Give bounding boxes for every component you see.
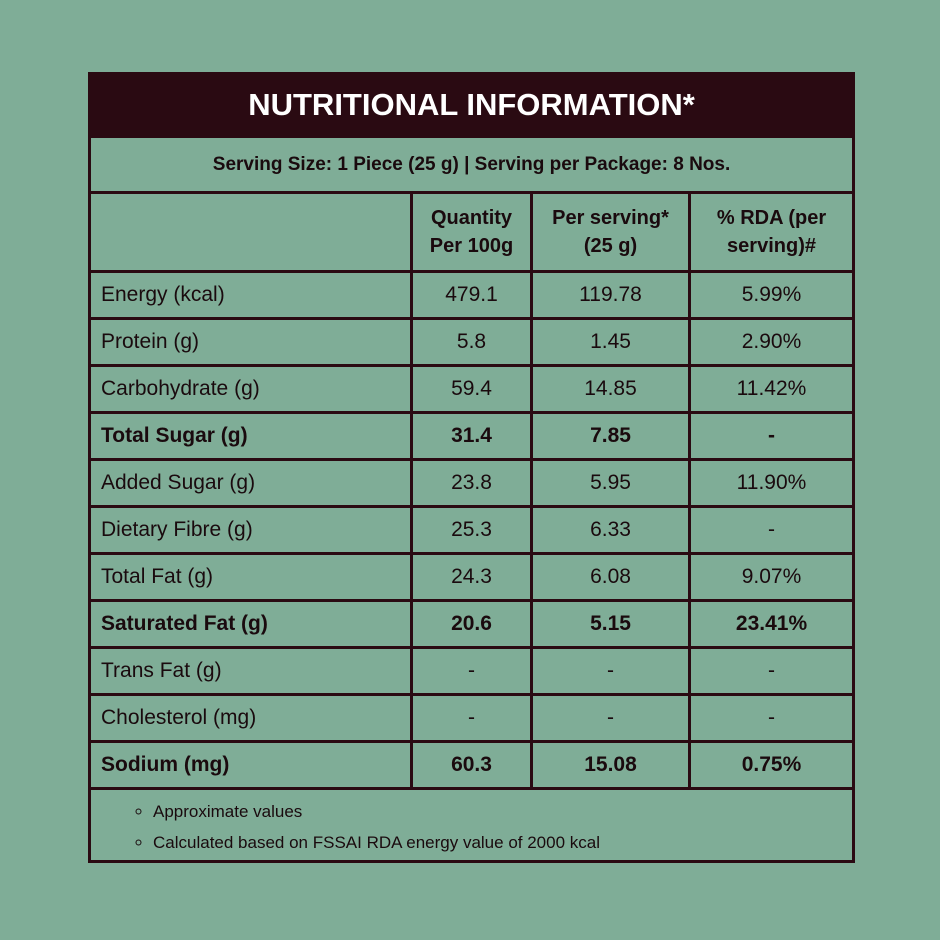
nutrient-name: Carbohydrate (g): [88, 364, 413, 414]
table-row: Dietary Fibre (g) 25.3 6.33-: [88, 505, 856, 555]
nutrient-name: Dietary Fibre (g): [88, 505, 413, 555]
title: NUTRITIONAL INFORMATION*: [87, 72, 856, 138]
table-row: Added Sugar (g) 23.8 5.95 11.90%: [88, 458, 856, 508]
cell-value: 5.15: [530, 599, 691, 649]
table-row: Sodium (mg) 60.3 15.08 0.75%: [88, 740, 856, 790]
cell-value: 5.8: [410, 317, 533, 367]
nutrient-name: Saturated Fat (g): [88, 599, 413, 649]
table-row: Trans Fat (g) - - -: [88, 646, 856, 696]
nutrient-name: Cholesterol (mg): [88, 693, 413, 743]
nutrient-name: Trans Fat (g): [88, 646, 413, 696]
cell-value: -: [687, 646, 856, 696]
cell-value: 479.1: [410, 270, 533, 320]
cell-value: -: [530, 693, 691, 743]
table-row: Total Sugar (g) 31.4 7.85-: [88, 411, 856, 461]
cell-value: 60.3: [410, 740, 533, 790]
serving-info: Serving Size: 1 Piece (25 g) | Serving p…: [87, 135, 856, 194]
nutrient-name: Energy (kcal): [88, 270, 413, 320]
cell-value: 5.99%: [687, 270, 856, 320]
cell-value: 20.6: [410, 599, 533, 649]
table-row: Protein (g) 5.8 1.45 2.90%: [88, 317, 856, 367]
table-row: Energy (kcal) 479.1 119.78 5.99%: [88, 270, 856, 320]
cell-value: 2.90%: [687, 317, 856, 367]
column-header: % RDA (per serving)#: [687, 191, 856, 273]
cell-value: -: [410, 646, 533, 696]
nutrient-name: Total Sugar (g): [88, 411, 413, 461]
cell-value: -: [530, 646, 691, 696]
cell-value: -: [410, 693, 533, 743]
nutrition-panel: NUTRITIONAL INFORMATION* Serving Size: 1…: [87, 72, 856, 863]
note: Approximate values: [153, 796, 852, 827]
table-row: Saturated Fat (g) 20.6 5.15 23.41%: [88, 599, 856, 649]
cell-value: 11.90%: [687, 458, 856, 508]
cell-value: 5.95: [530, 458, 691, 508]
cell-value: -: [687, 411, 856, 461]
nutrient-name: Added Sugar (g): [88, 458, 413, 508]
column-header: Quantity Per 100g: [410, 191, 533, 273]
cell-value: 23.41%: [687, 599, 856, 649]
cell-value: -: [687, 693, 856, 743]
cell-value: 59.4: [410, 364, 533, 414]
nutrition-table: NUTRITIONAL INFORMATION* Serving Size: 1…: [87, 72, 856, 863]
cell-value: 23.8: [410, 458, 533, 508]
nutrient-name: Protein (g): [88, 317, 413, 367]
cell-value: 11.42%: [687, 364, 856, 414]
table-row: Carbohydrate (g) 59.4 14.85 11.42%: [88, 364, 856, 414]
cell-value: 0.75%: [687, 740, 856, 790]
cell-value: -: [687, 505, 856, 555]
cell-value: 25.3: [410, 505, 533, 555]
cell-value: 24.3: [410, 552, 533, 602]
cell-value: 15.08: [530, 740, 691, 790]
header-blank: [88, 191, 413, 273]
cell-value: 14.85: [530, 364, 691, 414]
notes-list: Approximate valuesCalculated based on FS…: [91, 796, 852, 858]
table-row: Total Fat (g) 24.3 6.08 9.07%: [88, 552, 856, 602]
cell-value: 1.45: [530, 317, 691, 367]
nutrient-name: Total Fat (g): [88, 552, 413, 602]
cell-value: 119.78: [530, 270, 691, 320]
table-row: Cholesterol (mg) - - -: [88, 693, 856, 743]
cell-value: 7.85: [530, 411, 691, 461]
nutrient-name: Sodium (mg): [88, 740, 413, 790]
cell-value: 31.4: [410, 411, 533, 461]
column-header: Per serving* (25 g): [530, 191, 691, 273]
cell-value: 6.08: [530, 552, 691, 602]
notes-cell: Approximate valuesCalculated based on FS…: [87, 787, 856, 863]
cell-value: 9.07%: [687, 552, 856, 602]
note: Calculated based on FSSAI RDA energy val…: [153, 827, 852, 858]
cell-value: 6.33: [530, 505, 691, 555]
notes-row: Approximate valuesCalculated based on FS…: [87, 787, 856, 863]
